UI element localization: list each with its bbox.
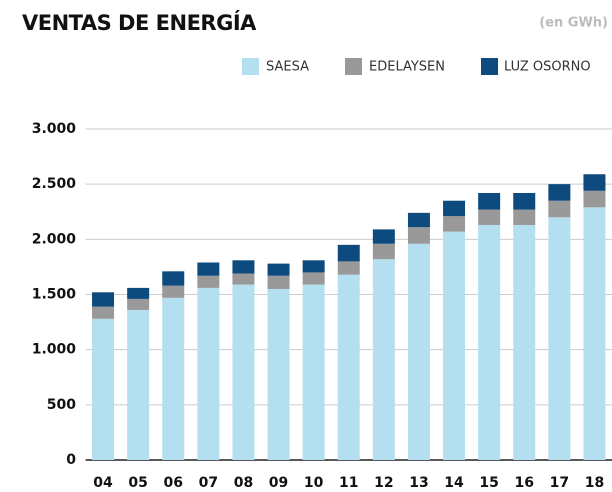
bar-segment	[162, 285, 185, 298]
bar-segment	[407, 243, 430, 460]
bar-segment	[197, 287, 220, 460]
legend-swatch	[481, 58, 498, 75]
bar-segment	[197, 262, 220, 276]
x-tick-label: 18	[585, 475, 604, 491]
bar-segment	[127, 309, 150, 460]
bar-segment	[127, 287, 150, 299]
bar-segment	[337, 244, 360, 262]
x-tick-label: 08	[234, 475, 253, 491]
bar-segment	[443, 216, 466, 232]
bar-segment	[478, 192, 501, 210]
bar-segment	[513, 224, 536, 460]
legend-swatch	[242, 58, 259, 75]
legend-label: SAESA	[266, 60, 309, 75]
bar-segment	[92, 318, 115, 460]
x-tick-label: 13	[409, 475, 428, 491]
bar-segment	[478, 224, 501, 460]
bar-segment	[372, 229, 395, 244]
bar-segment	[478, 209, 501, 225]
bar-segment	[583, 174, 606, 191]
bar-segment	[443, 200, 466, 217]
x-tick-label: 17	[550, 475, 569, 491]
legend-swatch	[345, 58, 362, 75]
bar-segment	[197, 275, 220, 288]
y-tick-label: 500	[47, 397, 76, 413]
bar-segment	[162, 297, 185, 460]
y-tick-label: 1.500	[32, 287, 77, 303]
bar-segment	[302, 284, 325, 460]
bar-segment	[232, 260, 255, 274]
bar-segment	[372, 243, 395, 260]
bar-segment	[162, 271, 185, 286]
bar-segment	[267, 288, 290, 460]
bar-segment	[443, 231, 466, 460]
x-tick-label: 14	[444, 475, 464, 491]
bar-segment	[548, 184, 571, 201]
bar-segment	[407, 227, 430, 244]
bar-segment	[267, 275, 290, 289]
y-tick-label: 2.000	[32, 231, 77, 247]
x-tick-label: 04	[93, 475, 113, 491]
legend-label: LUZ OSORNO	[504, 60, 591, 75]
bar-segment	[407, 212, 430, 228]
bar-segment	[548, 217, 571, 460]
x-tick-label: 15	[479, 475, 498, 491]
chart-title: VENTAS DE ENERGÍA	[22, 10, 257, 35]
x-tick-label: 10	[304, 475, 324, 491]
x-tick-label: 16	[515, 475, 534, 491]
bar-segment	[548, 200, 571, 218]
bar-segment	[232, 273, 255, 285]
bar-segment	[513, 209, 536, 225]
x-tick-label: 06	[164, 475, 183, 491]
y-tick-label: 3.000	[32, 121, 77, 137]
bar-segment	[337, 261, 360, 275]
bar-segment	[302, 272, 325, 285]
y-tick-label: 0	[66, 452, 76, 468]
bar-segment	[372, 259, 395, 460]
x-tick-label: 07	[199, 475, 218, 491]
bar-segment	[127, 298, 150, 310]
bar-segment	[92, 292, 115, 307]
bar-segment	[583, 207, 606, 460]
bar-segment	[337, 274, 360, 460]
legend-label: EDELAYSEN	[369, 60, 445, 75]
bar-segment	[92, 306, 115, 319]
bar-segment	[232, 284, 255, 460]
y-tick-label: 1.000	[32, 342, 77, 358]
x-tick-label: 11	[339, 475, 358, 491]
x-tick-label: 12	[374, 475, 393, 491]
bar-segment	[302, 260, 325, 273]
bar-segment	[513, 192, 536, 210]
x-tick-label: 09	[269, 475, 288, 491]
x-tick-label: 05	[128, 475, 147, 491]
bar-segment	[583, 190, 606, 208]
bar-segment	[267, 263, 290, 276]
y-tick-label: 2.500	[32, 176, 77, 192]
chart-subtitle: (en GWh)	[539, 16, 608, 31]
